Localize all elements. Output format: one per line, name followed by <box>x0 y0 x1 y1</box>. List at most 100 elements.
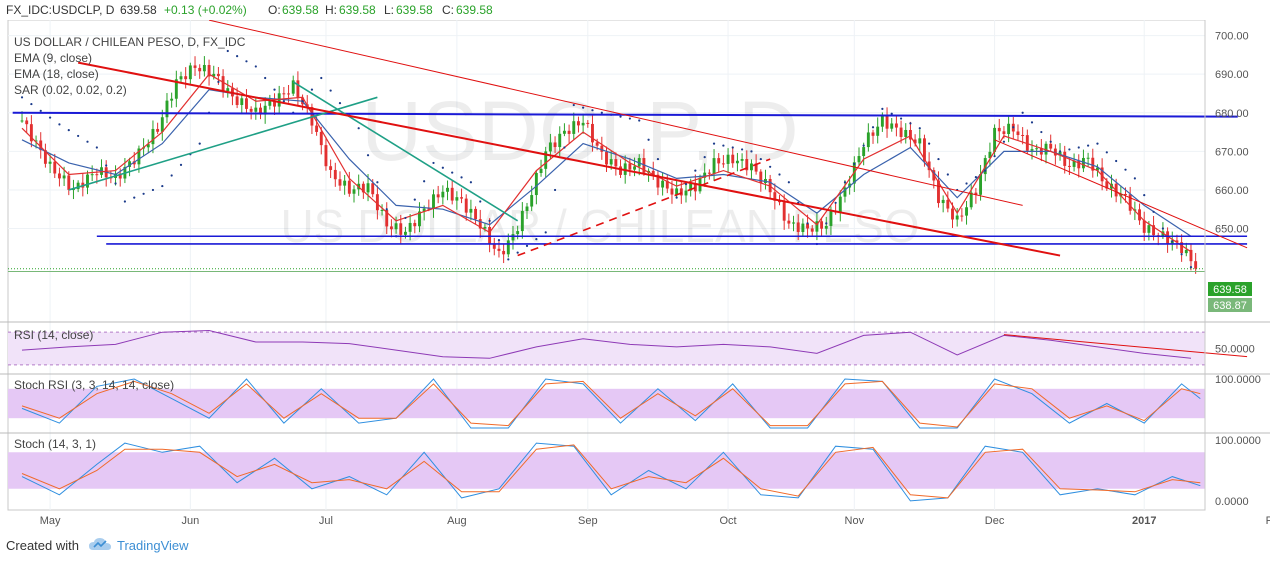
candle-body[interactable] <box>595 142 599 146</box>
candle-body[interactable] <box>118 173 122 179</box>
candle-body[interactable] <box>427 208 431 210</box>
candle-body[interactable] <box>226 88 230 92</box>
candle-body[interactable] <box>974 192 978 195</box>
candle-body[interactable] <box>497 248 501 251</box>
candle-body[interactable] <box>946 199 950 209</box>
sar-dot[interactable] <box>806 222 809 225</box>
candle-body[interactable] <box>249 108 253 112</box>
candle-body[interactable] <box>717 158 721 164</box>
sar-dot[interactable] <box>1161 227 1165 230</box>
sar-dot[interactable] <box>39 109 42 112</box>
sar-dot[interactable] <box>628 117 631 120</box>
sar-dot[interactable] <box>1068 148 1071 151</box>
candle-body[interactable] <box>90 174 94 176</box>
candle-body[interactable] <box>731 154 735 164</box>
candle-body[interactable] <box>1016 131 1020 135</box>
sar-dot[interactable] <box>1077 146 1080 149</box>
candle-body[interactable] <box>600 145 604 152</box>
candle-body[interactable] <box>67 175 71 190</box>
sar-dot[interactable] <box>151 188 155 192</box>
candle-body[interactable] <box>1002 131 1006 135</box>
candle-body[interactable] <box>693 183 697 192</box>
sar-dot[interactable] <box>946 173 949 176</box>
candle-body[interactable] <box>908 129 912 140</box>
candle-body[interactable] <box>1072 160 1076 167</box>
sar-dot[interactable] <box>1152 210 1155 213</box>
candle-body[interactable] <box>1030 149 1034 151</box>
legend-ema9[interactable]: EMA (9, close) <box>14 51 92 65</box>
candle-body[interactable] <box>862 147 866 157</box>
candle-body[interactable] <box>506 240 510 255</box>
candle-body[interactable] <box>315 125 319 132</box>
candle-body[interactable] <box>979 174 983 195</box>
candle-body[interactable] <box>389 226 393 230</box>
candle-body[interactable] <box>782 202 786 221</box>
candle-body[interactable] <box>923 138 926 162</box>
candle-body[interactable] <box>273 100 276 107</box>
candle-body[interactable] <box>838 196 842 213</box>
sar-dot[interactable] <box>937 157 940 161</box>
sar-dot[interactable] <box>460 176 463 179</box>
candle-body[interactable] <box>759 171 763 183</box>
sar-dot[interactable] <box>563 146 566 149</box>
candle-body[interactable] <box>170 98 174 101</box>
sar-dot[interactable] <box>984 169 987 172</box>
candle-body[interactable] <box>801 223 805 232</box>
candle-body[interactable] <box>656 174 660 188</box>
rsi-trend-line[interactable] <box>1003 334 1248 358</box>
sar-dot[interactable] <box>703 156 706 159</box>
sar-dot[interactable] <box>647 138 650 141</box>
sar-dot[interactable] <box>1180 253 1183 256</box>
sar-dot[interactable] <box>264 76 267 80</box>
candle-body[interactable] <box>1096 167 1099 171</box>
ema-18-line[interactable] <box>21 88 1192 237</box>
candle-body[interactable] <box>371 183 375 195</box>
candle-body[interactable] <box>740 159 744 161</box>
candle-body[interactable] <box>815 221 819 232</box>
trend-line[interactable] <box>208 20 1023 206</box>
sar-dot[interactable] <box>890 112 893 115</box>
candle-body[interactable] <box>918 138 922 144</box>
candle-body[interactable] <box>478 219 482 229</box>
candle-body[interactable] <box>245 98 248 109</box>
candle-body[interactable] <box>591 123 594 143</box>
candle-body[interactable] <box>885 116 889 129</box>
candle-body[interactable] <box>1166 231 1170 245</box>
candle-body[interactable] <box>637 158 641 167</box>
sar-dot[interactable] <box>320 76 323 80</box>
candle-body[interactable] <box>413 222 417 227</box>
candle-body[interactable] <box>843 187 847 197</box>
candle-body[interactable] <box>1049 143 1053 149</box>
sar-dot[interactable] <box>1143 193 1146 197</box>
candle-body[interactable] <box>319 131 323 146</box>
sar-dot[interactable] <box>853 162 856 165</box>
candle-body[interactable] <box>34 140 38 142</box>
candle-body[interactable] <box>156 128 160 132</box>
candle-body[interactable] <box>277 93 281 107</box>
price-pane[interactable] <box>8 20 1248 274</box>
sar-dot[interactable] <box>918 127 921 130</box>
sar-dot[interactable] <box>357 127 360 130</box>
candle-body[interactable] <box>525 206 529 211</box>
candle-body[interactable] <box>721 163 725 165</box>
candle-body[interactable] <box>474 208 478 220</box>
candle-body[interactable] <box>39 140 43 151</box>
candle-body[interactable] <box>567 130 571 134</box>
candle-body[interactable] <box>534 172 538 196</box>
candle-body[interactable] <box>965 207 968 216</box>
sar-dot[interactable] <box>1012 126 1015 129</box>
candle-body[interactable] <box>1147 225 1151 233</box>
candle-body[interactable] <box>1053 148 1057 156</box>
candle-body[interactable] <box>1067 165 1071 167</box>
candle-body[interactable] <box>778 200 781 203</box>
candle-body[interactable] <box>184 76 188 80</box>
sar-dot[interactable] <box>712 142 716 145</box>
sar-dot[interactable] <box>114 182 117 185</box>
candle-body[interactable] <box>857 156 861 163</box>
candle-body[interactable] <box>1035 148 1039 150</box>
candle-body[interactable] <box>899 127 903 137</box>
sar-dot[interactable] <box>338 102 342 105</box>
candle-body[interactable] <box>1007 123 1011 135</box>
sar-dot[interactable] <box>329 89 332 92</box>
candle-body[interactable] <box>62 175 66 179</box>
